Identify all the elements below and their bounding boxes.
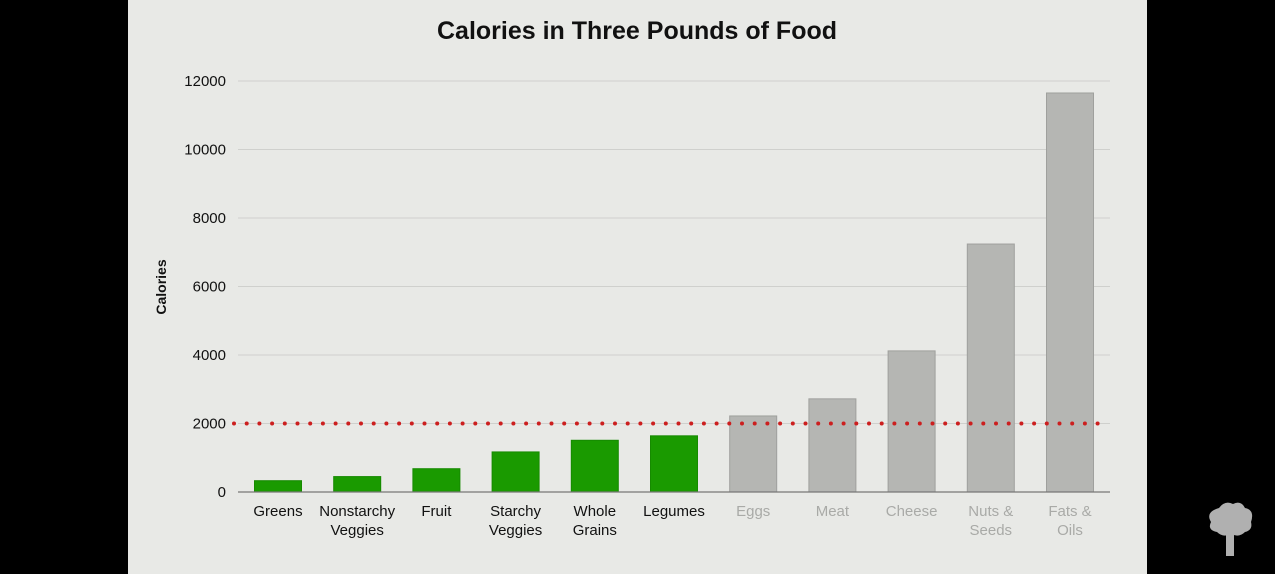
x-tick-label: Nuts & Seeds [968,503,1013,539]
bar-greens [254,480,302,493]
y-tick-label: 12000 [184,73,226,90]
chart-panel: Calories in Three Pounds of Food Calories… [128,0,1147,574]
y-tick-label: 10000 [184,142,226,159]
bar-meat [808,398,857,493]
chart-title: Calories in Three Pounds of Food [437,17,837,45]
bar-chart: Calories in Three Pounds of Food Calories… [153,17,1110,539]
y-tick-label: 6000 [193,279,226,296]
bar-starchy-veggies [491,451,540,493]
x-tick-label: Cheese [886,503,938,520]
y-axis-label: Calories [153,259,169,314]
bar-fats-oils [1046,92,1094,493]
x-tick-label: Greens [253,503,302,520]
bar-nuts-seeds [966,243,1015,493]
y-tick-label: 0 [218,484,226,501]
bar-eggs [729,415,778,493]
y-tick-label: 2000 [193,416,226,433]
bar-cheese [887,350,936,493]
x-tick-label: Meat [816,503,850,520]
y-tick-label: 8000 [193,210,226,227]
x-tick-label: Eggs [736,503,770,520]
y-tick-label: 4000 [193,347,226,364]
x-tick-label: Nonstarchy Veggies [319,503,395,539]
bar-whole-grains [570,439,619,493]
x-tick-label: Fats & Oils [1048,503,1091,539]
x-tick-label: Starchy Veggies [489,503,542,539]
x-tick-label: Legumes [643,503,705,520]
x-tick-label: Whole Grains [573,503,617,539]
x-tick-label: Fruit [421,503,452,520]
bar-legumes [650,435,698,493]
broccoli-tree-icon [1209,502,1253,556]
bar-fruit [412,468,461,493]
bar-nonstarchy-veggies [333,476,382,493]
